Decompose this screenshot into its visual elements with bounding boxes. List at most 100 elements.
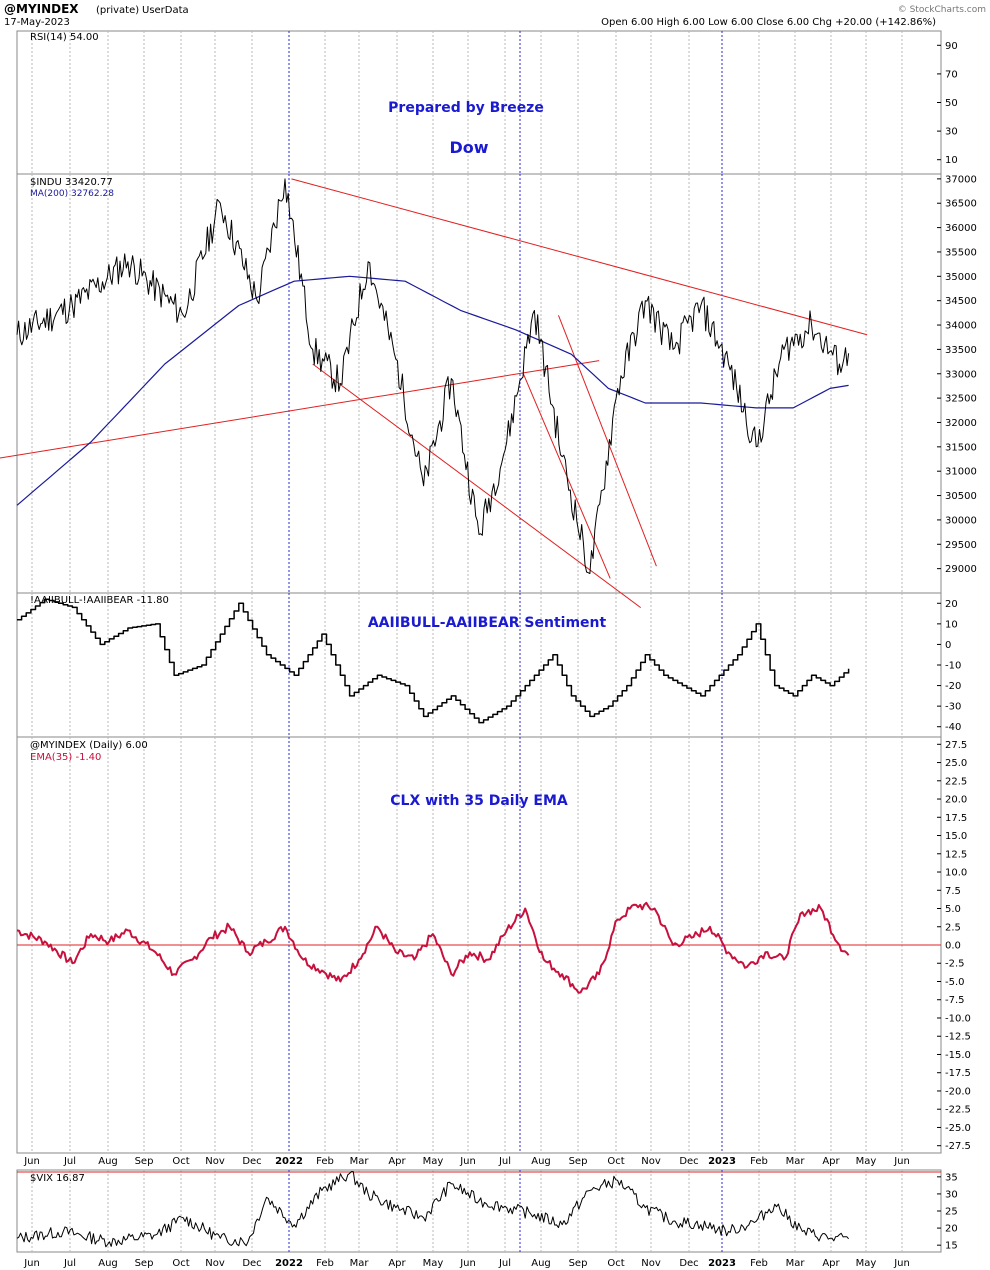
x-tick-label: Apr bbox=[822, 1156, 840, 1167]
panel-frame bbox=[16, 173, 942, 594]
x-tick-label: Nov bbox=[641, 1156, 661, 1167]
chart-symbol: @MYINDEX bbox=[4, 2, 79, 16]
y-tick-label: 70 bbox=[945, 69, 958, 80]
ema-legend: EMA(35) -1.40 bbox=[30, 752, 101, 763]
annotation-sentiment: AAIIBULL-AAIIBEAR Sentiment bbox=[368, 615, 607, 631]
x-tick-label: Feb bbox=[316, 1258, 334, 1269]
y-tick-label: -20.0 bbox=[945, 1086, 971, 1097]
ma200-line bbox=[16, 275, 849, 506]
annotation-prepared-by: Prepared by Breeze bbox=[388, 100, 544, 116]
y-tick-label: -2.5 bbox=[945, 959, 965, 970]
ma-legend: MA(200) 32762.28 bbox=[30, 189, 114, 199]
y-tick-label: 35 bbox=[945, 1172, 958, 1183]
x-tick-label: Dec bbox=[679, 1258, 698, 1269]
y-tick-label: 20.0 bbox=[945, 795, 967, 806]
y-tick-label: 10 bbox=[945, 619, 958, 630]
rsi-legend: RSI(14) 54.00 bbox=[30, 32, 99, 43]
y-tick-label: 17.5 bbox=[945, 813, 967, 824]
y-tick-label: 33000 bbox=[945, 369, 977, 380]
y-tick-label: 34000 bbox=[945, 321, 977, 332]
x-tick-label: Jul bbox=[63, 1258, 76, 1269]
trendline-upper-resistance bbox=[291, 178, 868, 336]
x-tick-label: Aug bbox=[531, 1156, 551, 1167]
x-tick-label: Nov bbox=[641, 1258, 661, 1269]
watermark: © StockCharts.com bbox=[898, 5, 986, 15]
y-tick-label: -27.5 bbox=[945, 1141, 971, 1152]
y-tick-label: 30 bbox=[945, 1189, 958, 1200]
x-tick-label: 2023 bbox=[708, 1156, 736, 1167]
y-tick-label: 7.5 bbox=[945, 886, 961, 897]
x-tick-label: Feb bbox=[750, 1156, 768, 1167]
x-tick-label: May bbox=[856, 1156, 877, 1167]
y-tick-label: 25 bbox=[945, 1207, 958, 1218]
y-tick-label: 50 bbox=[945, 98, 958, 109]
clx-legend: @MYINDEX (Daily) 6.00 bbox=[30, 740, 148, 751]
y-tick-label: 31500 bbox=[945, 442, 977, 453]
y-tick-label: 27.5 bbox=[945, 740, 967, 751]
y-tick-label: 33500 bbox=[945, 345, 977, 356]
y-tick-label: 15 bbox=[945, 1241, 958, 1252]
x-tick-label: Jul bbox=[498, 1258, 511, 1269]
x-tick-label: Mar bbox=[786, 1156, 806, 1167]
x-tick-label: Jun bbox=[893, 1156, 910, 1167]
x-tick-label: Aug bbox=[98, 1258, 118, 1269]
x-tick-label: Mar bbox=[350, 1156, 370, 1167]
x-tick-label: Oct bbox=[172, 1156, 189, 1167]
y-tick-label: -17.5 bbox=[945, 1068, 971, 1079]
y-tick-label: 37000 bbox=[945, 174, 977, 185]
x-tick-label: Jul bbox=[63, 1156, 76, 1167]
y-tick-label: 36500 bbox=[945, 199, 977, 210]
x-tick-label: Feb bbox=[750, 1258, 768, 1269]
y-tick-label: -10 bbox=[945, 661, 961, 672]
y-tick-label: 22.5 bbox=[945, 776, 967, 787]
y-tick-label: 2.5 bbox=[945, 922, 961, 933]
y-tick-label: 20 bbox=[945, 599, 958, 610]
y-tick-label: -40 bbox=[945, 722, 961, 733]
x-tick-label: Sep bbox=[569, 1156, 588, 1167]
x-tick-label: Aug bbox=[531, 1258, 551, 1269]
y-tick-label: 30000 bbox=[945, 515, 977, 526]
x-tick-label: Jun bbox=[893, 1258, 910, 1269]
x-tick-label: Feb bbox=[316, 1156, 334, 1167]
chart-privacy: (private) bbox=[96, 5, 139, 16]
ema-line bbox=[16, 901, 850, 994]
chart-source: UserData bbox=[142, 5, 189, 16]
trendline-steep-drop bbox=[557, 315, 657, 567]
y-tick-label: 36000 bbox=[945, 223, 977, 234]
y-tick-label: 31000 bbox=[945, 467, 977, 478]
y-tick-label: -20 bbox=[945, 681, 961, 692]
sentiment-line bbox=[17, 598, 850, 724]
y-tick-label: 90 bbox=[945, 41, 958, 52]
x-tick-label: Mar bbox=[786, 1258, 806, 1269]
y-tick-label: 0 bbox=[945, 640, 951, 651]
y-tick-label: -10.0 bbox=[945, 1013, 971, 1024]
x-tick-label: Sep bbox=[135, 1258, 154, 1269]
y-tick-label: 29500 bbox=[945, 540, 977, 551]
x-tick-label: Dec bbox=[242, 1258, 261, 1269]
annotation-dow: Dow bbox=[449, 138, 488, 157]
y-tick-label: -22.5 bbox=[945, 1105, 971, 1116]
y-tick-label: 20 bbox=[945, 1224, 958, 1235]
vix-legend: $VIX 16.87 bbox=[30, 1173, 85, 1184]
x-tick-label: May bbox=[856, 1258, 877, 1269]
x-tick-label: Jun bbox=[23, 1258, 40, 1269]
x-tick-label: Nov bbox=[205, 1156, 225, 1167]
y-tick-label: 5.0 bbox=[945, 904, 961, 915]
trendline-rising bbox=[0, 360, 600, 459]
y-tick-label: 29000 bbox=[945, 564, 977, 575]
price-legend: $INDU 33420.77 bbox=[30, 177, 113, 188]
x-tick-label: Oct bbox=[607, 1156, 624, 1167]
x-tick-label: 2022 bbox=[275, 1258, 303, 1269]
x-tick-label: Sep bbox=[569, 1258, 588, 1269]
y-tick-label: 32000 bbox=[945, 418, 977, 429]
x-tick-label: Jun bbox=[459, 1258, 476, 1269]
x-tick-label: Jun bbox=[23, 1156, 40, 1167]
y-tick-label: 12.5 bbox=[945, 849, 967, 860]
y-tick-label: -5.0 bbox=[945, 977, 965, 988]
y-tick-label: -12.5 bbox=[945, 1032, 971, 1043]
y-tick-label: 35000 bbox=[945, 272, 977, 283]
y-tick-label: 15.0 bbox=[945, 831, 967, 842]
x-tick-label: Apr bbox=[822, 1258, 840, 1269]
price-line bbox=[16, 178, 850, 574]
